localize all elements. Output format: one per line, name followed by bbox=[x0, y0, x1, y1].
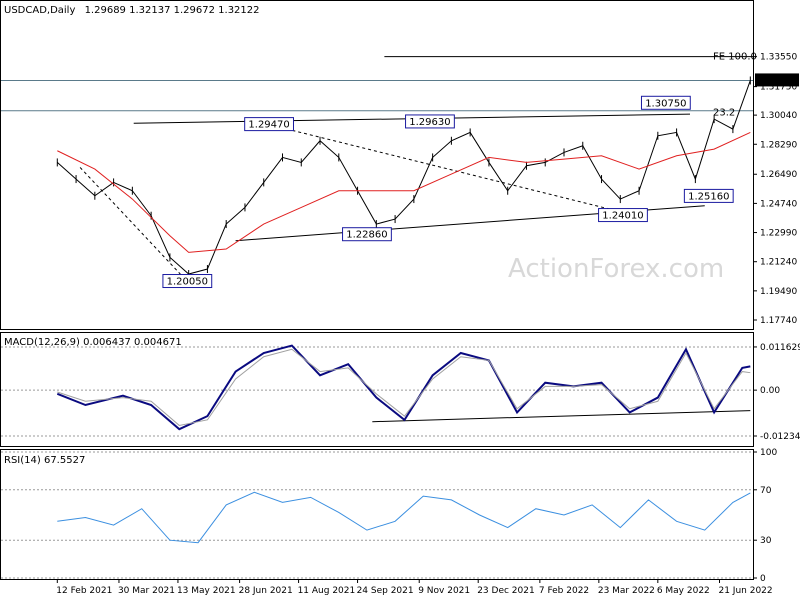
macd-title: MACD(12,26,9) 0.006437 0.004671 bbox=[4, 337, 182, 348]
y-tick-label: 1.24740 bbox=[760, 199, 797, 209]
trendline bbox=[372, 410, 751, 423]
macd-y-axis: 0.011629 0.00 -0.012348 bbox=[753, 343, 800, 442]
price-label: 1.30750 bbox=[645, 98, 686, 109]
price-symbol: USDCAD,Daily bbox=[4, 5, 75, 16]
y-tick-label: 0.011629 bbox=[760, 343, 800, 353]
x-tick-label: 9 Nov 2021 bbox=[418, 586, 470, 596]
price-plot: 1.20050 1.29470 1.22860 1.29630 1.24010 1.307… bbox=[1, 52, 757, 289]
watermark: ActionForex.com bbox=[508, 254, 724, 284]
x-tick-label: 23 Dec 2021 bbox=[477, 586, 534, 596]
x-tick-label: 28 Jun 2021 bbox=[239, 586, 293, 596]
price-label: 1.29470 bbox=[248, 120, 289, 131]
price-label: 1.29630 bbox=[409, 117, 450, 128]
x-tick-label: 21 Jun 2022 bbox=[718, 586, 772, 596]
series-line bbox=[57, 131, 751, 253]
y-tick-label: 1.31750 bbox=[760, 83, 797, 93]
rsi-y-axis: 100 70 30 0 bbox=[753, 448, 777, 584]
rsi-panel-frame bbox=[0, 449, 754, 580]
price-label-box bbox=[683, 188, 734, 203]
x-tick-label: 7 Feb 2022 bbox=[539, 586, 589, 596]
price-panel-header: USDCAD,Daily 1.29689 1.32137 1.29672 1.3… bbox=[4, 5, 260, 16]
price-label-box bbox=[640, 95, 691, 110]
price-label: 1.22860 bbox=[346, 230, 387, 241]
y-tick-label: 1.26490 bbox=[760, 170, 797, 180]
price-label-box bbox=[598, 208, 648, 223]
price-ohlc: 1.29689 1.32137 1.29672 1.32122 bbox=[85, 5, 260, 16]
series-line bbox=[57, 491, 751, 544]
price-y-axis: 1.33550 1.31750 1.30040 1.28290 1.26490 1.247… bbox=[753, 53, 799, 326]
macd-panel-frame bbox=[0, 332, 754, 447]
current-price-box bbox=[755, 73, 799, 87]
trendline bbox=[268, 124, 624, 213]
y-tick-label: 1.17740 bbox=[760, 316, 797, 326]
x-tick-label: 30 Mar 2021 bbox=[118, 586, 175, 596]
x-axis: 12 Feb 2021 30 Mar 2021 13 May 2021 28 Jun … bbox=[56, 579, 773, 596]
x-tick-label: 11 Aug 2021 bbox=[298, 586, 356, 596]
price-label-box bbox=[244, 117, 294, 132]
y-tick-label: 1.33550 bbox=[760, 53, 797, 63]
price-label: 1.25160 bbox=[688, 191, 729, 202]
series-line bbox=[57, 348, 751, 426]
price-label: FE 100.0 bbox=[713, 52, 757, 63]
y-tick-label: 30 bbox=[760, 536, 772, 546]
rsi-title: RSI(14) 67.5527 bbox=[4, 455, 85, 466]
series-line bbox=[56, 80, 751, 275]
x-tick-label: 23 Mar 2022 bbox=[598, 586, 655, 596]
y-tick-label: 1.22990 bbox=[760, 229, 797, 239]
price-label-box bbox=[405, 114, 455, 129]
y-tick-label: 0 bbox=[760, 574, 766, 584]
price-label-box bbox=[342, 227, 392, 242]
y-tick-label: 1.28290 bbox=[760, 140, 797, 150]
rsi-plot bbox=[1, 451, 753, 579]
trendline bbox=[79, 167, 188, 282]
price-label: 1.24010 bbox=[602, 211, 643, 222]
price-label-box bbox=[162, 274, 213, 289]
x-tick-label: 13 May 2021 bbox=[177, 586, 236, 596]
y-tick-label: 1.19490 bbox=[760, 287, 797, 297]
macd-plot bbox=[1, 344, 753, 437]
x-tick-label: 12 Feb 2021 bbox=[56, 586, 112, 596]
current-price-label: 1.32122 bbox=[758, 75, 799, 86]
price-label: 1.20050 bbox=[167, 277, 208, 288]
y-tick-label: 0.00 bbox=[760, 386, 780, 396]
y-tick-label: 70 bbox=[760, 486, 772, 496]
y-tick-label: -0.012348 bbox=[760, 432, 800, 442]
y-tick-label: 1.30040 bbox=[760, 111, 797, 121]
x-tick-label: 24 Sep 2021 bbox=[357, 586, 414, 596]
y-tick-label: 100 bbox=[760, 448, 777, 458]
x-tick-label: 6 May 2022 bbox=[657, 586, 710, 596]
y-tick-label: 1.21240 bbox=[760, 258, 797, 268]
price-label: 23.2 bbox=[713, 107, 735, 118]
